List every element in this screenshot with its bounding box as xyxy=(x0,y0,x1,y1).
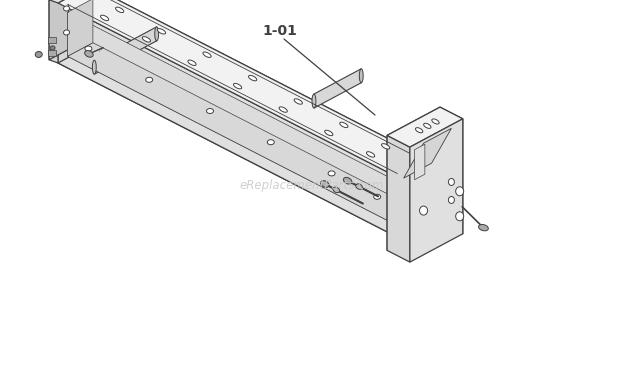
Polygon shape xyxy=(58,0,432,179)
Ellipse shape xyxy=(448,178,454,185)
Polygon shape xyxy=(58,0,91,63)
Polygon shape xyxy=(58,46,432,238)
Ellipse shape xyxy=(374,194,381,199)
Polygon shape xyxy=(94,27,157,74)
Polygon shape xyxy=(404,128,451,178)
Ellipse shape xyxy=(35,51,42,57)
Ellipse shape xyxy=(356,184,362,189)
Ellipse shape xyxy=(360,69,363,83)
Ellipse shape xyxy=(146,77,153,82)
Ellipse shape xyxy=(294,99,303,104)
Ellipse shape xyxy=(420,206,428,215)
Ellipse shape xyxy=(340,122,348,128)
Ellipse shape xyxy=(206,109,213,113)
Polygon shape xyxy=(387,107,463,147)
Ellipse shape xyxy=(381,144,390,149)
Ellipse shape xyxy=(100,15,108,21)
Polygon shape xyxy=(49,0,91,3)
Ellipse shape xyxy=(50,46,55,50)
Polygon shape xyxy=(49,0,58,63)
Ellipse shape xyxy=(115,7,124,13)
Polygon shape xyxy=(91,0,432,221)
Ellipse shape xyxy=(456,187,464,196)
Polygon shape xyxy=(68,12,397,226)
Ellipse shape xyxy=(343,178,352,184)
Ellipse shape xyxy=(415,128,423,133)
Bar xyxy=(48,50,56,56)
Ellipse shape xyxy=(63,30,69,35)
Ellipse shape xyxy=(325,130,333,136)
Polygon shape xyxy=(68,43,423,226)
Polygon shape xyxy=(387,135,410,262)
Text: 1-01: 1-01 xyxy=(262,24,297,38)
Polygon shape xyxy=(410,119,463,262)
Polygon shape xyxy=(314,69,361,108)
Ellipse shape xyxy=(279,107,287,112)
Polygon shape xyxy=(84,0,91,46)
Ellipse shape xyxy=(448,197,454,203)
Ellipse shape xyxy=(188,60,196,65)
Ellipse shape xyxy=(456,212,464,221)
Polygon shape xyxy=(387,107,440,250)
Ellipse shape xyxy=(92,60,96,74)
Ellipse shape xyxy=(312,94,316,108)
Ellipse shape xyxy=(333,187,340,192)
Polygon shape xyxy=(68,0,93,56)
Bar xyxy=(48,37,56,43)
Ellipse shape xyxy=(85,51,93,57)
Ellipse shape xyxy=(432,119,439,124)
Ellipse shape xyxy=(479,225,489,231)
Ellipse shape xyxy=(423,123,431,128)
Ellipse shape xyxy=(157,29,166,34)
Polygon shape xyxy=(440,107,463,234)
Ellipse shape xyxy=(267,140,274,145)
Ellipse shape xyxy=(249,75,257,81)
Polygon shape xyxy=(415,144,425,180)
Ellipse shape xyxy=(203,52,211,57)
Ellipse shape xyxy=(321,181,329,187)
Ellipse shape xyxy=(155,27,159,41)
Text: eReplacementParts.com: eReplacementParts.com xyxy=(240,179,384,191)
Polygon shape xyxy=(58,3,400,238)
Ellipse shape xyxy=(63,6,69,11)
Ellipse shape xyxy=(328,171,335,176)
Polygon shape xyxy=(49,0,84,60)
Ellipse shape xyxy=(85,46,92,51)
Ellipse shape xyxy=(366,152,374,157)
Ellipse shape xyxy=(234,84,242,89)
Ellipse shape xyxy=(142,37,151,42)
